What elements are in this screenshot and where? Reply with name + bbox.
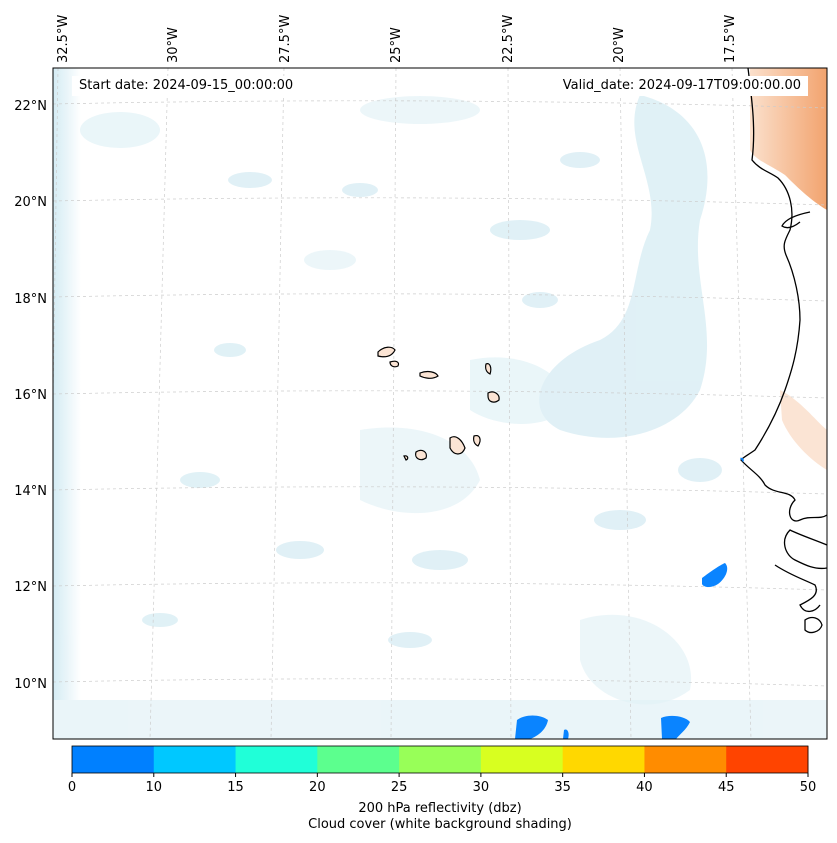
colorbar-swatch <box>480 746 564 773</box>
lon-label: 17.5°W <box>723 15 738 63</box>
lat-label: 18°N <box>14 292 47 307</box>
lat-label: 20°N <box>14 195 47 210</box>
colorbar-swatch <box>153 746 237 773</box>
reflectivity-echoes <box>515 457 744 739</box>
colorbar-swatch <box>726 746 809 773</box>
colorbar-tick-label: 40 <box>636 780 653 795</box>
cape-verde-islands <box>377 346 500 461</box>
colorbar-tick-label: 35 <box>554 780 571 795</box>
colorbar-subtitle: Cloud cover (white background shading) <box>308 817 572 832</box>
longitude-labels: 32.5°W 30°W 27.5°W 25°W 22.5°W 20°W 17.5… <box>56 15 738 63</box>
land-surface-shading <box>750 68 827 470</box>
colorbar-frame <box>71 745 809 774</box>
colorbar-tick-label: 0 <box>68 780 76 795</box>
colorbar-tick-label: 50 <box>800 780 817 795</box>
colorbar-title: 200 hPa reflectivity (dbz) <box>358 801 522 816</box>
lat-label: 16°N <box>14 388 47 403</box>
colorbar-swatch <box>644 746 727 773</box>
lat-label: 10°N <box>14 677 47 692</box>
start-date-label: Start date: 2024-09-15_00:00:00 <box>72 76 301 96</box>
colorbar-tick-label: 25 <box>391 780 408 795</box>
cloud-cover-shading <box>53 68 827 739</box>
colorbar-swatches <box>72 746 809 773</box>
lat-label: 22°N <box>14 99 47 114</box>
coastline <box>740 68 827 634</box>
colorbar: 0 10 15 20 25 30 35 40 45 50 <box>68 745 816 795</box>
colorbar-swatch <box>317 746 400 773</box>
map-panel <box>53 68 827 739</box>
colorbar-swatch <box>562 746 645 773</box>
colorbar-tick-label: 10 <box>146 780 163 795</box>
graticule <box>53 68 827 739</box>
colorbar-tick-label: 30 <box>473 780 490 795</box>
colorbar-ticks: 0 10 15 20 25 30 35 40 45 50 <box>68 773 816 795</box>
lon-label: 27.5°W <box>278 15 293 63</box>
colorbar-tick-label: 15 <box>227 780 244 795</box>
lat-label: 14°N <box>14 484 47 499</box>
colorbar-swatch <box>399 746 482 773</box>
colorbar-swatch <box>72 746 155 773</box>
lon-label: 25°W <box>389 27 404 63</box>
colorbar-tick-label: 20 <box>309 780 326 795</box>
lon-label: 22.5°W <box>501 15 516 63</box>
map-frame <box>52 67 828 740</box>
lon-label: 32.5°W <box>56 15 71 63</box>
valid-date-label: Valid_date: 2024-09-17T09:00:00.00 <box>555 76 808 96</box>
colorbar-swatch <box>235 746 318 773</box>
lon-label: 30°W <box>166 27 181 63</box>
colorbar-tick-label: 45 <box>718 780 735 795</box>
latitude-labels: 22°N 20°N 18°N 16°N 14°N 12°N 10°N <box>14 99 47 692</box>
lon-label: 20°W <box>612 27 627 63</box>
lat-label: 12°N <box>14 580 47 595</box>
